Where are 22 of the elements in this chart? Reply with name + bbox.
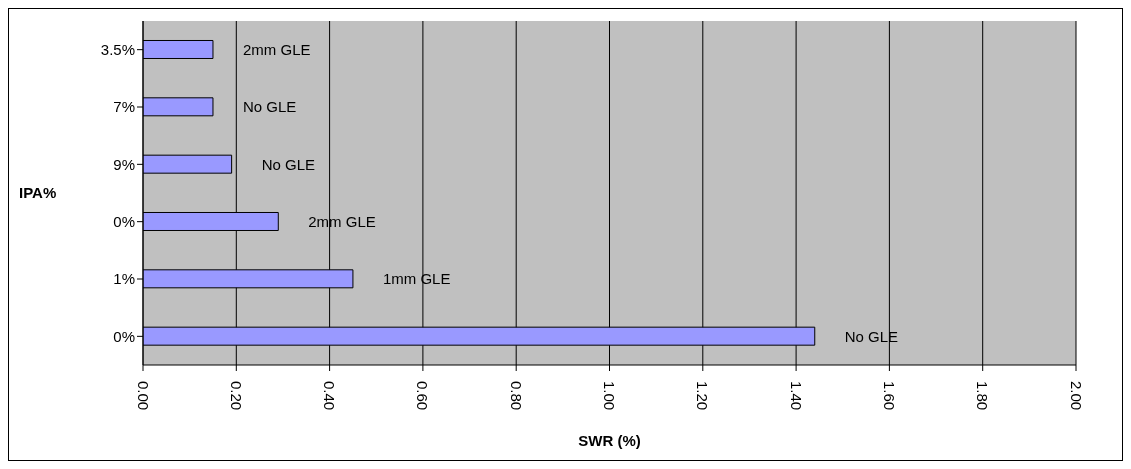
x-tick-label: 1.00 [601,381,618,411]
annotation: No GLE [261,155,315,173]
x-tick-label: 1.60 [880,381,898,411]
x-tick-label: 0.80 [507,381,525,411]
x-tick-label: 1.80 [974,381,992,411]
y-tick-label: 9% [113,155,135,173]
y-axis-title: IPA% [19,184,57,202]
y-tick-label: 7% [113,98,135,116]
y-tick-label: 1% [113,270,135,288]
x-tick-label: 1.20 [694,381,712,411]
y-tick-label: 3.5% [100,40,135,58]
x-tick-label: 0.60 [414,381,432,411]
annotation: 2mm GLE [242,40,311,58]
y-tick-label: 0% [113,212,135,230]
x-tick-label: 1.40 [787,381,805,411]
x-axis-title: SWR (%) [578,432,641,449]
x-tick-label: 0.40 [321,381,339,411]
x-tick-label: 2.00 [1067,381,1085,411]
y-tick-label: 0% [113,327,135,345]
x-tick-label: 0.20 [227,381,245,411]
annotation: No GLE [242,98,297,116]
x-tick-label: 0.00 [134,381,152,411]
